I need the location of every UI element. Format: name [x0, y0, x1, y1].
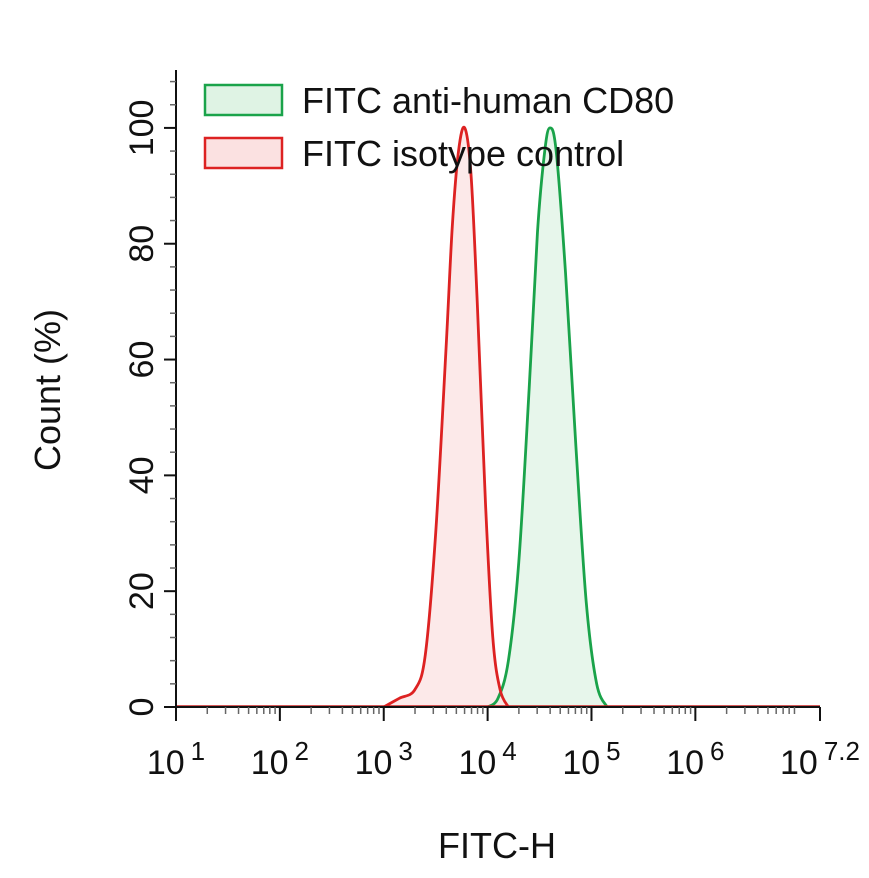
x-tick-label: 10 2	[251, 736, 309, 782]
x-tick-label: 10 3	[355, 736, 413, 782]
y-tick-label: 40	[123, 456, 161, 494]
y-axis-title: Count (%)	[27, 309, 68, 471]
y-tick-label: 80	[123, 225, 161, 263]
y-tick-label: 0	[123, 698, 161, 717]
y-tick-label: 100	[123, 100, 161, 157]
x-axis-title: FITC-H	[438, 825, 556, 866]
series-line-0	[486, 126, 609, 709]
y-tick-label: 20	[123, 572, 161, 610]
series-areas	[176, 125, 820, 709]
legend: FITC anti-human CD80 FITC isotype control	[203, 80, 674, 174]
x-tick-label: 10 6	[666, 736, 724, 782]
x-minor-ticks	[206, 707, 796, 714]
series-line-1	[383, 125, 510, 709]
x-tick-label: 10 4	[458, 736, 516, 782]
y-ticks: 0 20 40 60 80 100	[123, 100, 176, 717]
y-tick-label: 60	[123, 341, 161, 379]
legend-swatch	[203, 83, 284, 117]
x-ticks: 10 1 10 2 10 3 10 4 10 5 10 6 10 7.2	[147, 707, 860, 782]
y-minor-ticks	[170, 80, 176, 685]
legend-label: FITC isotype control	[302, 133, 624, 174]
x-tick-label: 10 1	[147, 736, 205, 782]
series-area-fill-1	[383, 127, 509, 707]
x-tick-label: 10 5	[562, 736, 620, 782]
axes: 0 20 40 60 80 100 10 1 10 2 10 3 10 4 10 5 10 6 10 7.2	[123, 70, 860, 782]
legend-swatch	[203, 136, 284, 170]
x-tick-label: 10 7.2	[780, 736, 860, 782]
legend-label: FITC anti-human CD80	[302, 80, 674, 121]
series-area-fill-0	[487, 127, 608, 707]
